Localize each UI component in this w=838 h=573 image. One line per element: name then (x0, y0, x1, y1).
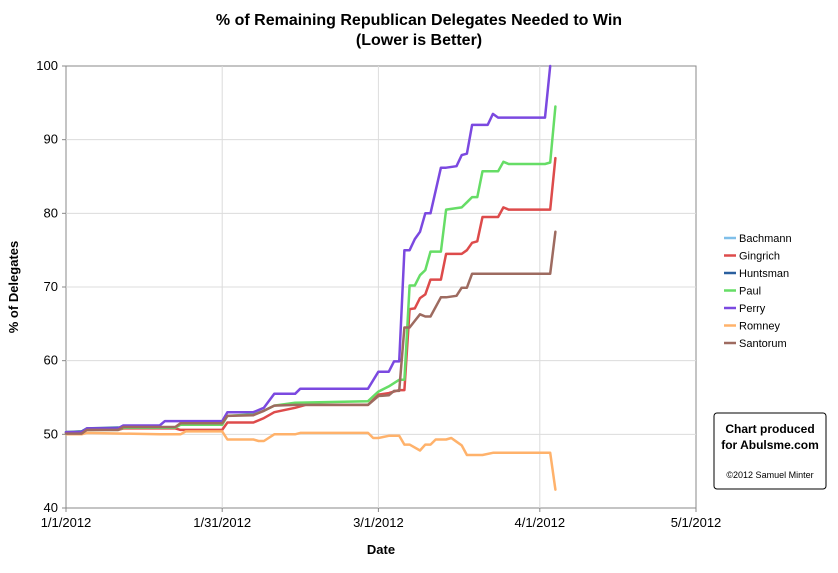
x-axis-title: Date (367, 542, 395, 557)
legend-label-bachmann: Bachmann (739, 233, 792, 245)
credit-box: Chart produced for Abulsme.com ©2012 Sam… (713, 412, 827, 490)
x-tick-label: 1/1/2012 (41, 515, 92, 530)
y-axis-title: % of Delegates (6, 241, 21, 333)
legend: Bachmann Gingrich Huntsman Paul Perry Romney S… (724, 233, 792, 350)
y-tick-label: 70 (44, 279, 58, 294)
series-line-romney (64, 430, 557, 491)
series-lines (64, 64, 557, 491)
series-line-perry (64, 64, 552, 434)
x-tick-label: 1/31/2012 (193, 515, 251, 530)
credit-line-1: Chart produced (725, 422, 814, 436)
chart-title-group: % of Remaining Republican Delegates Need… (216, 12, 622, 49)
y-tick-label: 100 (36, 58, 58, 73)
credit-line-2: for Abulsme.com (721, 438, 819, 452)
credit-copyright: ©2012 Samuel Minter (726, 470, 813, 480)
y-tick-label: 90 (44, 132, 58, 147)
legend-label-romney: Romney (739, 321, 780, 333)
y-tick-label: 40 (44, 500, 58, 515)
x-tick-label: 3/1/2012 (353, 515, 404, 530)
y-tick-label: 60 (44, 353, 58, 368)
credit-box-frame (713, 412, 827, 490)
series-line-gingrich (64, 156, 557, 435)
legend-label-gingrich: Gingrich (739, 251, 780, 263)
axis-tick-labels: 40 50 60 70 80 90 100 1/1/2012 1/31/2012 3/1/2012… (36, 58, 721, 530)
x-tick-label: 5/1/2012 (671, 515, 722, 530)
y-tick-label: 50 (44, 426, 58, 441)
legend-label-huntsman: Huntsman (739, 268, 789, 280)
y-tick-label: 80 (44, 205, 58, 220)
legend-label-santorum: Santorum (739, 338, 787, 350)
x-tick-label: 4/1/2012 (514, 515, 565, 530)
legend-label-perry: Perry (739, 303, 766, 315)
series-line-santorum (64, 230, 557, 435)
chart-subtitle: (Lower is Better) (356, 32, 482, 49)
legend-label-paul: Paul (739, 286, 761, 298)
chart-title: % of Remaining Republican Delegates Need… (216, 12, 622, 29)
